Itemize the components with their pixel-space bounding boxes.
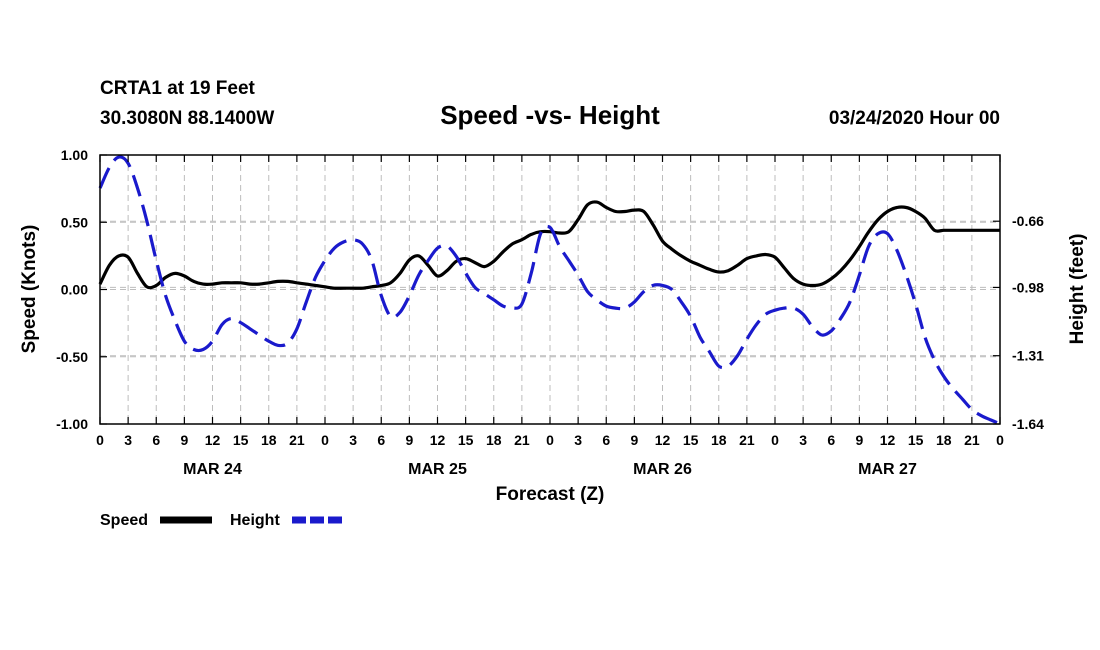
x-tick-label: 3 bbox=[799, 432, 807, 448]
x-tick-label: 21 bbox=[514, 432, 530, 448]
x-tick-label: 18 bbox=[261, 432, 277, 448]
x-tick-label: 18 bbox=[711, 432, 727, 448]
x-tick-label: 6 bbox=[152, 432, 160, 448]
x-tick-label: 9 bbox=[855, 432, 863, 448]
x-tick-label: 15 bbox=[233, 432, 249, 448]
location-label: 30.3080N 88.1400W bbox=[100, 108, 274, 129]
day-label: MAR 25 bbox=[408, 461, 467, 478]
station-label: CRTA1 at 19 Feet bbox=[100, 78, 256, 99]
x-tick-label: 6 bbox=[827, 432, 835, 448]
x-tick-label: 21 bbox=[739, 432, 755, 448]
x-tick-label: 12 bbox=[655, 432, 671, 448]
y2-tick-label: -1.64 bbox=[1012, 416, 1044, 432]
x-tick-label: 0 bbox=[771, 432, 779, 448]
x-tick-label: 6 bbox=[602, 432, 610, 448]
legend-speed-label: Speed bbox=[100, 512, 148, 529]
series-layer bbox=[98, 155, 1001, 426]
height-series-line bbox=[98, 155, 1001, 426]
x-tick-label: 15 bbox=[458, 432, 474, 448]
chart-title: Speed -vs- Height bbox=[440, 100, 660, 130]
tick-labels: 0 3 6 9 12 15 18 21 0 3 6 9 12 15 18 21 0 3 6 9 12 15 18 21 0 3 6 9… bbox=[56, 147, 1044, 478]
y-tick-label: 0.00 bbox=[61, 282, 88, 298]
y2-tick-label: -0.98 bbox=[1012, 279, 1044, 295]
x-tick-label: 21 bbox=[964, 432, 980, 448]
speed-series-line bbox=[98, 200, 1000, 290]
axes bbox=[99, 154, 1001, 425]
x-axis-title: Forecast (Z) bbox=[496, 484, 605, 505]
x-tick-label: 6 bbox=[377, 432, 385, 448]
grid bbox=[100, 155, 1000, 424]
y-tick-label: 1.00 bbox=[61, 147, 88, 163]
y2-tick-label: -1.31 bbox=[1012, 348, 1044, 364]
day-label: MAR 24 bbox=[183, 461, 242, 478]
y2-axis-title: Height (feet) bbox=[1067, 234, 1088, 345]
x-tick-label: 0 bbox=[996, 432, 1004, 448]
x-tick-label: 18 bbox=[936, 432, 952, 448]
day-label: MAR 27 bbox=[858, 461, 917, 478]
x-tick-label: 0 bbox=[321, 432, 329, 448]
x-tick-label: 9 bbox=[630, 432, 638, 448]
x-tick-label: 0 bbox=[96, 432, 104, 448]
x-tick-label: 9 bbox=[180, 432, 188, 448]
legend: Speed Height bbox=[100, 512, 342, 529]
x-tick-label: 12 bbox=[205, 432, 221, 448]
y-tick-label: 0.50 bbox=[61, 214, 88, 230]
day-label: MAR 26 bbox=[633, 461, 692, 478]
x-tick-label: 21 bbox=[289, 432, 305, 448]
y-tick-label: -0.50 bbox=[56, 349, 88, 365]
x-tick-label: 18 bbox=[486, 432, 502, 448]
x-tick-label: 15 bbox=[683, 432, 699, 448]
y2-tick-label: -0.66 bbox=[1012, 213, 1044, 229]
y-axis-title: Speed (Knots) bbox=[19, 225, 40, 354]
datetime-label: 03/24/2020 Hour 00 bbox=[829, 108, 1000, 129]
x-tick-label: 3 bbox=[124, 432, 132, 448]
x-tick-label: 9 bbox=[405, 432, 413, 448]
legend-height-label: Height bbox=[230, 512, 280, 529]
x-tick-label: 15 bbox=[908, 432, 924, 448]
y-tick-label: -1.00 bbox=[56, 416, 88, 432]
x-tick-label: 12 bbox=[430, 432, 446, 448]
x-tick-label: 3 bbox=[349, 432, 357, 448]
x-tick-label: 3 bbox=[574, 432, 582, 448]
x-tick-label: 0 bbox=[546, 432, 554, 448]
x-tick-label: 12 bbox=[880, 432, 896, 448]
